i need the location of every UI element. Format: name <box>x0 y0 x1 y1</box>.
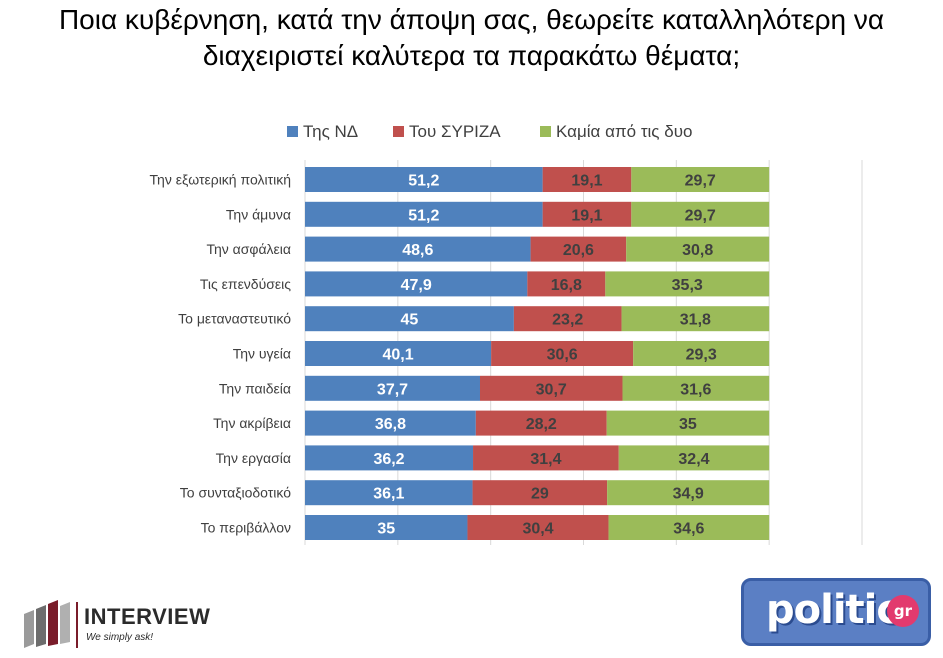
bar-segment <box>618 445 770 471</box>
category-label: Την εργασία <box>216 450 291 466</box>
interview-logo-tagline: We simply ask! <box>86 632 154 643</box>
bar-value-label: 31,6 <box>680 381 711 398</box>
bar-value-label: 29,3 <box>686 347 717 364</box>
interview-divider <box>76 602 78 648</box>
legend-swatch <box>540 126 551 137</box>
bar-segment <box>513 306 622 332</box>
bar-value-label: 32,4 <box>678 451 709 468</box>
bar-value-label: 30,8 <box>682 242 713 259</box>
bar-segment <box>305 341 492 366</box>
bar-value-label: 19,1 <box>571 173 602 190</box>
bar-value-label: 23,2 <box>552 312 583 329</box>
bar-value-label: 29,7 <box>685 207 716 224</box>
bar-value-label: 19,1 <box>571 207 602 224</box>
bar-segment <box>626 236 770 262</box>
bar-value-label: 51,2 <box>408 173 439 190</box>
politic-logo-badge: gr <box>887 595 919 627</box>
bar-segment <box>305 410 476 436</box>
bar-segment <box>305 167 543 192</box>
bar-value-label: 30,4 <box>522 521 553 538</box>
stacked-bar-chart: Της ΝΔ Του ΣΥΡΙΖΑ Καμία από τις δυο 51,2 19… <box>150 122 863 545</box>
bar-value-label: 51,2 <box>408 207 439 224</box>
bar-segment <box>305 306 514 332</box>
bars: 51,2 19,1 29,7 51,2 19,1 29,7 48,6 20,6 30,8 47,9… <box>305 167 770 540</box>
bar-segment <box>542 201 632 227</box>
bar-segment <box>467 515 609 540</box>
bar-value-label: 35,3 <box>672 277 703 294</box>
bar-value-label: 30,6 <box>547 347 578 364</box>
bar-segment <box>472 480 608 506</box>
interview-logo-mark <box>24 600 70 648</box>
bar-value-label: 30,7 <box>536 381 567 398</box>
bar-value-label: 40,1 <box>382 347 413 364</box>
category-label: Το μεταναστευτικό <box>178 311 291 327</box>
bar-segment <box>479 375 623 401</box>
bar-segment <box>305 236 531 262</box>
bar-segment <box>527 271 606 297</box>
bar-value-label: 45 <box>401 312 419 329</box>
bar-value-label: 16,8 <box>551 277 582 294</box>
bar-segment <box>631 167 770 192</box>
category-label: Την ασφάλεια <box>206 241 291 257</box>
bar-segment <box>633 341 770 366</box>
bar-segment <box>305 515 468 540</box>
bar-value-label: 36,2 <box>373 451 404 468</box>
bar-segment <box>473 445 619 471</box>
bar-value-label: 47,9 <box>401 277 432 294</box>
bar-value-label: 31,4 <box>530 451 561 468</box>
category-label: Τις επενδύσεις <box>200 276 291 292</box>
bar-value-label: 31,8 <box>680 312 711 329</box>
bar-segment <box>491 341 634 366</box>
bar-segment <box>305 480 473 506</box>
bar-segment <box>608 515 770 540</box>
category-label: Την παιδεία <box>219 380 291 396</box>
politic-logo: politic gr <box>741 578 931 646</box>
bar-value-label: 35 <box>377 521 395 538</box>
interview-logo: INTERVIEW We simply ask! <box>20 600 230 652</box>
category-label: Το συνταξιοδοτικό <box>180 485 291 501</box>
bar-value-label: 29,7 <box>685 173 716 190</box>
legend-label: Καμία από τις δυο <box>556 122 692 141</box>
bar-segment <box>530 236 627 262</box>
chart-legend: Της ΝΔ Του ΣΥΡΙΖΑ Καμία από τις δυο <box>287 122 692 141</box>
title-line-2: διαχειριστεί καλύτερα τα παρακάτω θέματα… <box>202 40 741 71</box>
bar-value-label: 34,6 <box>673 521 704 538</box>
legend-label: Της ΝΔ <box>303 122 358 141</box>
bar-segment <box>631 201 770 227</box>
bar-value-label: 37,7 <box>377 381 408 398</box>
category-label: Το περιβάλλον <box>201 520 291 536</box>
bar-segment <box>621 306 770 332</box>
legend-swatch <box>287 126 298 137</box>
category-label: Την εξωτερική πολιτική <box>150 172 291 188</box>
bar-value-label: 36,8 <box>375 416 406 433</box>
bar-value-label: 36,1 <box>373 486 404 503</box>
politic-logo-name: politic <box>766 587 900 633</box>
bar-segment <box>305 445 474 471</box>
bar-value-label: 20,6 <box>563 242 594 259</box>
bar-value-label: 29 <box>531 486 549 503</box>
category-labels: Την εξωτερική πολιτική Την άμυνα Την ασφάλ… <box>150 172 292 536</box>
bar-segment <box>622 375 770 401</box>
category-label: Την άμυνα <box>226 206 291 222</box>
bar-value-label: 34,9 <box>673 486 704 503</box>
bar-value-label: 35 <box>679 416 697 433</box>
bar-segment <box>305 201 543 227</box>
interview-logo-name: INTERVIEW <box>84 604 211 629</box>
bar-segment <box>542 167 632 192</box>
bar-segment <box>605 271 770 297</box>
bar-segment <box>607 480 770 506</box>
legend-label: Του ΣΥΡΙΖΑ <box>409 122 501 141</box>
legend-swatch <box>393 126 404 137</box>
bar-value-label: 28,2 <box>526 416 557 433</box>
category-label: Την υγεία <box>233 346 291 362</box>
page-title: Ποια κυβέρνηση, κατά την άποψη σας, θεωρ… <box>0 2 943 74</box>
category-label: Την ακρίβεια <box>213 415 291 431</box>
bar-segment <box>606 410 770 436</box>
bar-value-label: 48,6 <box>402 242 433 259</box>
title-line-1: Ποια κυβέρνηση, κατά την άποψη σας, θεωρ… <box>58 4 885 35</box>
bar-segment <box>305 375 480 401</box>
bar-segment <box>305 271 528 297</box>
bar-segment <box>475 410 607 436</box>
